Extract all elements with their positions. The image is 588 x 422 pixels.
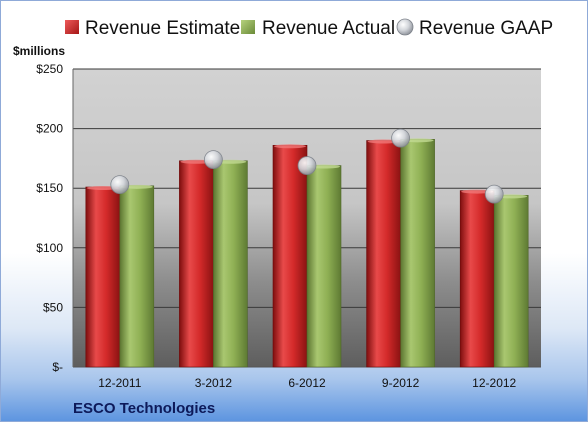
gaap-marker (484, 184, 504, 204)
legend-swatch (241, 20, 255, 34)
legend-swatch (396, 18, 414, 36)
gaap-marker (203, 150, 223, 169)
actual-bar (400, 139, 435, 368)
y-tick-label: $200 (36, 122, 63, 136)
x-tick-label: 12-2011 (98, 376, 141, 390)
y-tick-label: $100 (36, 241, 63, 255)
y-tick-label: $150 (36, 181, 63, 195)
x-tick-label: 3-2012 (195, 376, 233, 390)
x-tick-label: 9-2012 (382, 376, 420, 390)
y-axis: $- $50 $100 $150 $200 $250 (36, 62, 74, 374)
actual-bar (493, 195, 529, 368)
y-tick-label: $- (52, 360, 63, 374)
legend: Revenue Estimate Revenue Actual Revenue GA… (65, 18, 553, 39)
bars (85, 138, 529, 368)
legend-label: Revenue Estimate (85, 18, 240, 39)
actual-bar (213, 160, 248, 368)
legend-label: Revenue GAAP (419, 18, 553, 39)
gaap-marker (297, 156, 317, 175)
gaap-marker (110, 175, 130, 195)
y-tick-label: $250 (36, 62, 63, 76)
legend-label: Revenue Actual (262, 18, 395, 39)
x-tick-label: 6-2012 (288, 376, 326, 390)
estimate-bar (366, 140, 401, 368)
legend-swatch (65, 20, 79, 34)
estimate-bar (459, 190, 495, 368)
estimate-bar (85, 186, 121, 368)
x-tick-label: 12-2012 (472, 376, 516, 390)
estimate-bar (272, 144, 308, 368)
company-name: ESCO Technologies (73, 400, 215, 417)
actual-bar (119, 185, 155, 368)
gaap-markers (110, 128, 504, 204)
estimate-bar (179, 160, 214, 368)
y-unit-label: $millions (13, 44, 65, 58)
x-axis: 12-2011 3-2012 6-2012 9-2012 12-2012 (98, 376, 516, 390)
gaap-marker (391, 128, 411, 148)
y-tick-label: $50 (43, 300, 63, 314)
estimate-bar-cap (274, 144, 306, 149)
actual-bar (306, 165, 342, 368)
